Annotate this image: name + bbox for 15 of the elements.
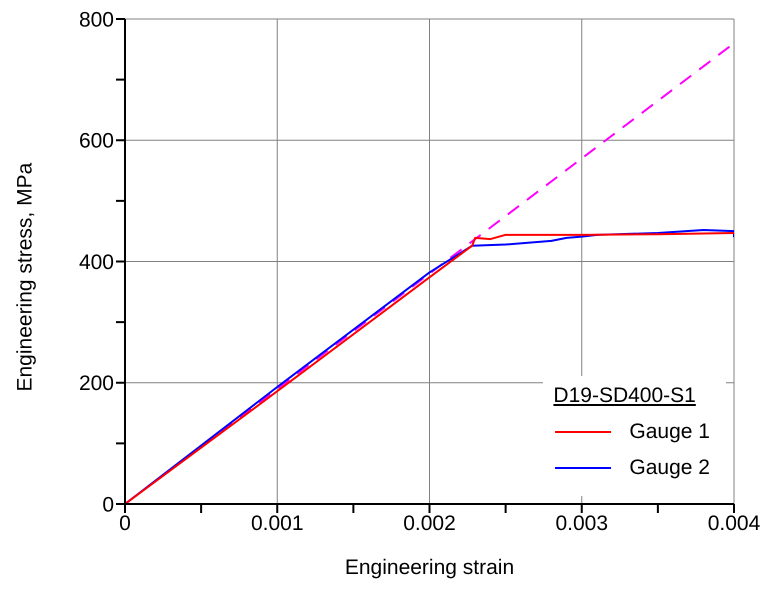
x-tick-label: 0 — [119, 512, 131, 535]
y-tick-label: 0 — [102, 493, 114, 516]
y-tick-label: 800 — [78, 8, 114, 32]
legend-label: Gauge 2 — [629, 456, 710, 480]
legend-title: D19-SD400-S1 — [553, 384, 697, 408]
x-tick-label: 0.004 — [708, 512, 761, 535]
legend-label: Gauge 1 — [629, 420, 710, 444]
y-tick-label: 200 — [78, 372, 114, 396]
y-tick-label: 600 — [78, 130, 114, 153]
y-tick-label: 400 — [78, 250, 114, 274]
y-axis-title: Engineering stress, MPa — [13, 162, 36, 392]
x-tick-label: 0.002 — [403, 512, 456, 535]
x-axis-title: Engineering strain — [344, 556, 514, 579]
x-tick-label: 0.003 — [555, 512, 608, 535]
x-tick-label: 0.001 — [250, 512, 304, 535]
